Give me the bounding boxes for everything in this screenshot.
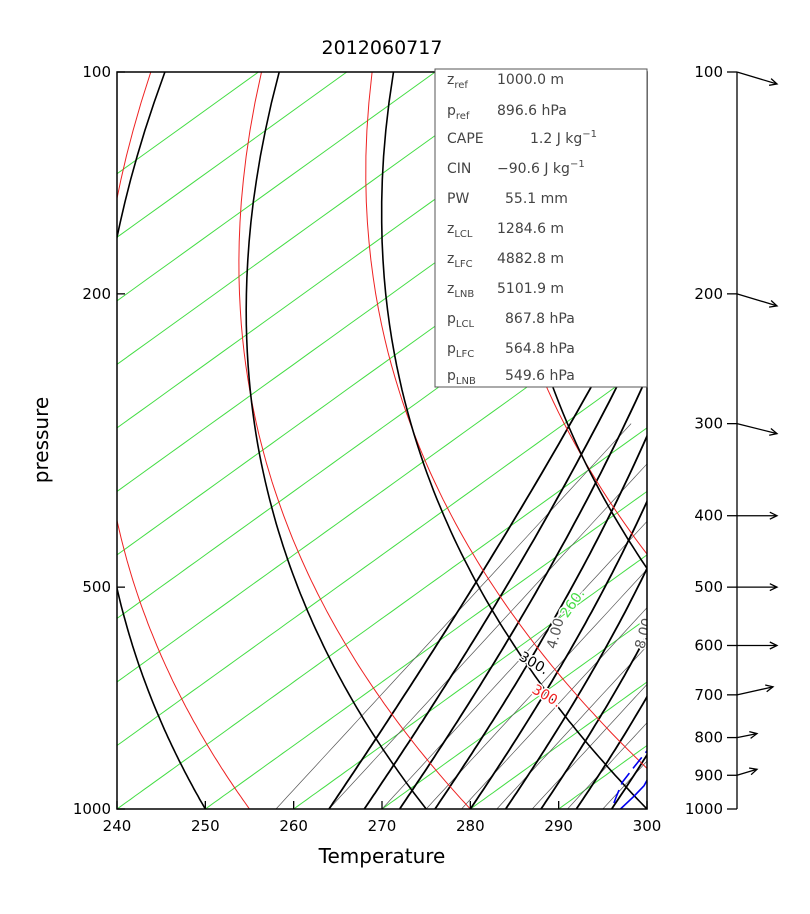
info-cape-label: CAPE xyxy=(447,131,484,147)
moist-adiabat-label: 350. xyxy=(715,592,746,627)
mixing-ratio-line xyxy=(382,424,737,809)
mixing-ratio-line xyxy=(426,424,781,809)
info-box: zref 1000.0 m pref 896.6 hPa CAPE 1.2 J … xyxy=(435,69,647,387)
wind-level-label: 500 xyxy=(694,578,723,596)
y-tick-label: 1000 xyxy=(73,800,111,818)
wind-level-label: 700 xyxy=(694,686,723,704)
isotherm-label: 220. xyxy=(649,266,680,301)
info-zref-value: 1000.0 m xyxy=(497,72,564,88)
y-axis-label: pressure xyxy=(29,397,53,483)
dry-adiabat-line xyxy=(736,72,810,809)
info-pw-value: 55.1 mm xyxy=(505,191,568,207)
x-axis-label: Temperature xyxy=(318,844,446,868)
isotherm-lines xyxy=(0,72,810,809)
dry-adiabat-line xyxy=(98,72,205,809)
wind-level-label: 300 xyxy=(694,415,723,433)
x-tick-label: 300 xyxy=(633,817,662,835)
isotherm-line xyxy=(0,72,810,809)
dry-adiabat-label: 350. xyxy=(649,272,684,301)
x-tick-label: 290 xyxy=(544,817,573,835)
info-zlnb-value: 5101.9 m xyxy=(497,281,564,297)
theta-e-line xyxy=(100,72,249,809)
wind-level-label: 800 xyxy=(694,729,723,747)
wind-arrow xyxy=(737,294,777,306)
wind-level-label: 600 xyxy=(694,636,723,654)
isotherm-line xyxy=(29,72,810,809)
info-zlcl-value: 1284.6 m xyxy=(497,221,564,237)
mixing-ratio-line xyxy=(329,424,684,809)
mixing-ratio-label: 4.00 xyxy=(544,616,568,650)
contour-labels: 210.220.240.260.280.300.350.400.300.350.… xyxy=(5,190,810,711)
info-plcl-value: 867.8 hPa xyxy=(505,311,575,327)
wind-arrow xyxy=(737,72,777,84)
info-pref-value: 896.6 hPa xyxy=(497,103,567,119)
moist-adiabat-line xyxy=(647,72,810,809)
x-tick-label: 280 xyxy=(456,817,485,835)
wind-level-label: 1000 xyxy=(685,800,723,818)
info-plfc-value: 564.8 hPa xyxy=(505,341,575,357)
chart-title: 2012060717 xyxy=(322,37,443,59)
mixing-ratio-line xyxy=(532,424,810,809)
isotherm-line xyxy=(0,72,810,809)
mixing-ratio-line xyxy=(603,424,810,809)
info-cin-label: CIN xyxy=(447,161,471,177)
theta-e-label: 350. xyxy=(692,432,727,461)
x-tick-label: 250 xyxy=(191,817,220,835)
info-zlfc-value: 4882.8 m xyxy=(497,251,564,267)
info-plnb-value: 549.6 hPa xyxy=(505,368,575,384)
y-tick-label: 200 xyxy=(82,285,111,303)
isotherm-line xyxy=(0,72,789,809)
wind-level-label: 400 xyxy=(694,507,723,525)
wind-level-label: 200 xyxy=(694,285,723,303)
info-pw-label: PW xyxy=(447,191,469,207)
x-tick-label: 240 xyxy=(103,817,132,835)
isotherm-line xyxy=(647,72,810,809)
y-tick-label: 100 xyxy=(82,63,111,81)
wind-profile: 100 200 300 400 500 600 700 800 900 1000 xyxy=(685,63,777,818)
dry-adiabat-line xyxy=(246,72,426,809)
moist-adiabat-label: 400. xyxy=(802,586,810,621)
y-tick-label: 500 xyxy=(82,578,111,596)
isotherm-label: 260. xyxy=(557,586,588,621)
x-tick-label: 270 xyxy=(368,817,397,835)
mixing-ratio-label: 8.00 xyxy=(632,616,656,650)
wind-level-label: 900 xyxy=(694,766,723,784)
wind-level-label: 100 xyxy=(694,63,723,81)
x-tick-label: 260 xyxy=(279,817,308,835)
isotherm-label: 280. xyxy=(734,586,765,621)
isotherm-label: 210. xyxy=(5,666,36,701)
